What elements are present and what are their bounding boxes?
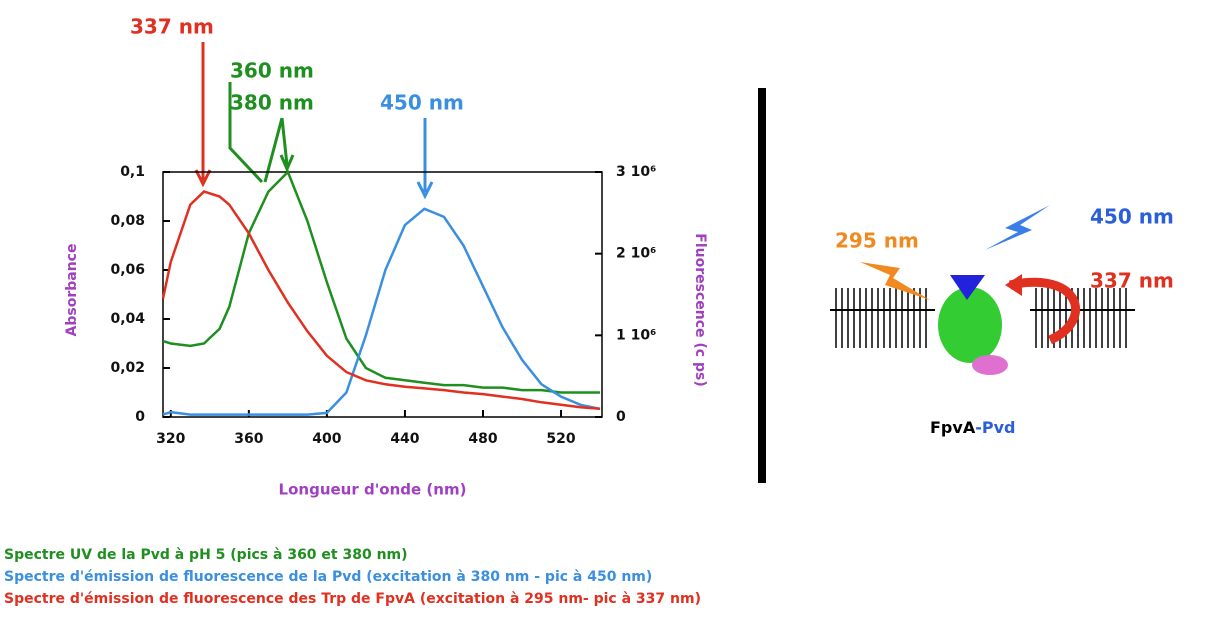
- series-line: [162, 169, 600, 394]
- y-tick-label: 0,1: [120, 164, 145, 180]
- diagram-label: 295 nm: [835, 229, 919, 253]
- diagram-name: FpvA: [930, 418, 976, 437]
- annotation: 450 nm: [380, 91, 464, 115]
- annotation: 360 nm: [230, 59, 314, 83]
- y-tick-label: 0,08: [110, 213, 145, 229]
- diagram: 295 nm 450 nm 337 nm FpvA-Pvd: [830, 205, 1174, 437]
- y2-tick-label: 3 10⁶: [616, 164, 656, 180]
- x-axis-title: Longueur d'onde (nm): [279, 481, 467, 499]
- plot: 0 0,02 0,04 0,06 0,08 0,1 0 1 10⁶ 2 10⁶ 3 10⁶ 320 3…: [4, 164, 708, 607]
- y-tick-label: 0,04: [110, 311, 145, 327]
- annotation-arrows: [194, 42, 434, 200]
- series-line: [161, 190, 601, 411]
- annotation: 380 nm: [230, 91, 314, 115]
- y2-tick-label: 1 10⁶: [616, 327, 656, 343]
- legend-entry: Spectre d'émission de fluorescence des T…: [4, 591, 701, 607]
- diagram-name: FpvA-Pvd: [930, 418, 1015, 437]
- x-tick-label: 520: [546, 431, 575, 447]
- diagram-label: 337 nm: [1090, 269, 1174, 293]
- y-tick-label: 0,06: [110, 262, 145, 278]
- plot-frame: [162, 171, 603, 418]
- y-tick-label: 0,02: [110, 360, 145, 376]
- x-tick-label: 400: [312, 431, 341, 447]
- y2-tick-label: 0: [616, 409, 626, 425]
- diagram-label: 450 nm: [1090, 205, 1174, 229]
- x-tick-label: 360: [234, 431, 263, 447]
- y-tick-label: 0: [135, 409, 145, 425]
- y2-axis-title: Fluorescence (c ps): [692, 233, 708, 386]
- separator: [758, 88, 766, 483]
- x-tick-label: 320: [156, 431, 185, 447]
- x-tick-label: 440: [390, 431, 419, 447]
- y2-tick-label: 2 10⁶: [616, 246, 656, 262]
- legend-entry: Spectre d'émission de fluorescence de la…: [4, 569, 652, 585]
- diagram-name-suffix: -Pvd: [975, 418, 1015, 437]
- series-line: [162, 207, 601, 416]
- legend-entry: Spectre UV de la Pvd à pH 5 (pics à 360 …: [4, 547, 408, 563]
- y-axis-title: Absorbance: [64, 244, 80, 337]
- x-tick-label: 480: [468, 431, 497, 447]
- annotation: 337 nm: [130, 15, 214, 39]
